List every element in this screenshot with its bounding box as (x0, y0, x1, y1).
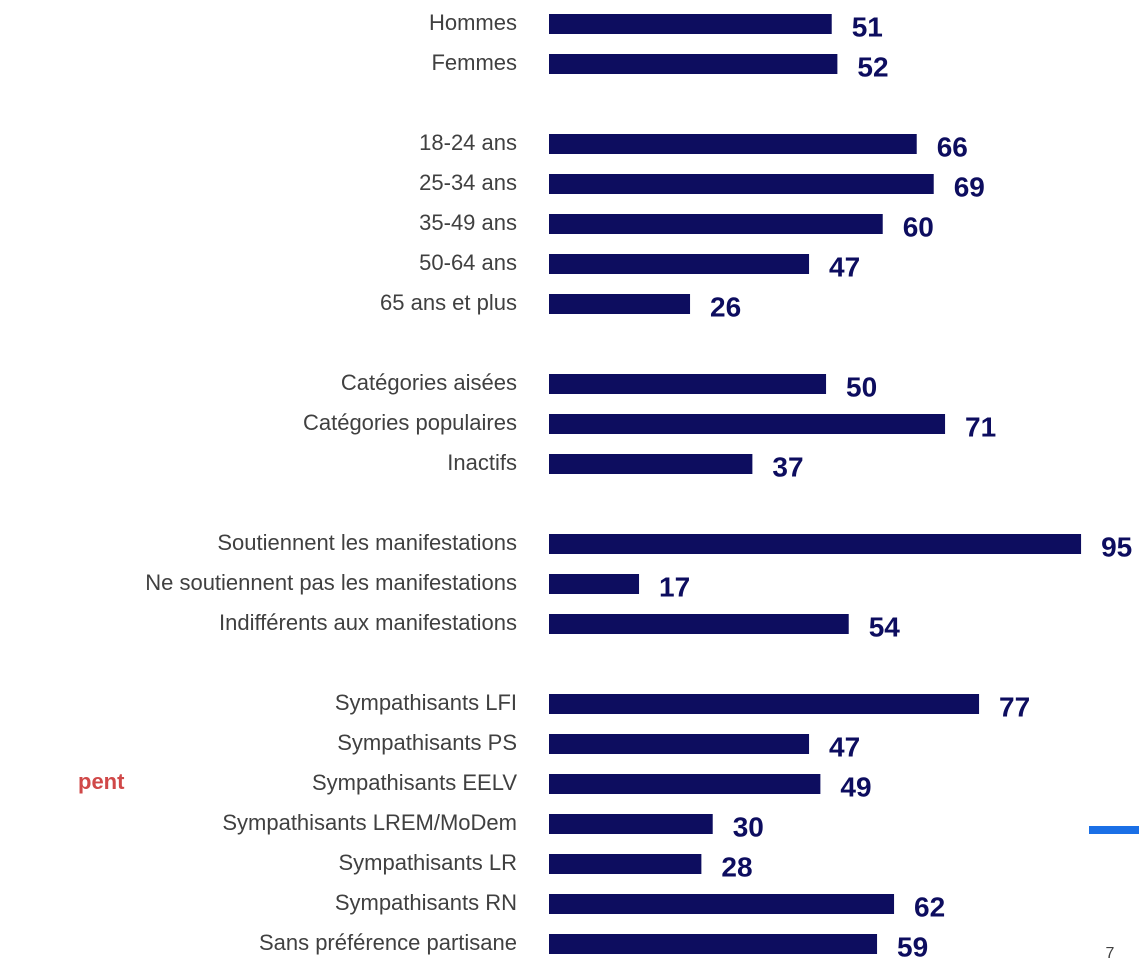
bar (549, 534, 1082, 554)
bar (549, 814, 713, 834)
value-label: 51 (852, 11, 883, 42)
bar (549, 894, 895, 914)
annotation: pent (78, 769, 125, 794)
category-label: Sympathisants LFI (335, 690, 517, 715)
decor-bar (1089, 826, 1139, 834)
category-label: 18-24 ans (419, 130, 517, 155)
value-label: 69 (954, 171, 985, 202)
bar (549, 254, 810, 274)
bar (549, 414, 946, 434)
value-label: 47 (829, 251, 860, 282)
value-label: 59 (897, 931, 928, 962)
value-label: 77 (999, 691, 1030, 722)
category-label: Soutiennent les manifestations (217, 530, 517, 555)
bar (549, 214, 883, 234)
category-label: Sympathisants LR (338, 850, 517, 875)
category-label: 25-34 ans (419, 170, 517, 195)
value-label: 71 (965, 411, 996, 442)
category-label: 65 ans et plus (380, 290, 517, 315)
category-label: 35-49 ans (419, 210, 517, 235)
bar (549, 774, 821, 794)
page-number: 7 (1106, 945, 1115, 962)
category-label: 50-64 ans (419, 250, 517, 275)
bar (549, 854, 702, 874)
category-label: Ne soutiennent pas les manifestations (145, 570, 517, 595)
value-label: 47 (829, 731, 860, 762)
value-label: 49 (840, 771, 871, 802)
value-label: 28 (721, 851, 752, 882)
category-label: Catégories aisées (341, 370, 517, 395)
bar (549, 294, 691, 314)
bar (549, 694, 980, 714)
value-label: 62 (914, 891, 945, 922)
value-label: 17 (659, 571, 690, 602)
category-label: Sympathisants EELV (312, 770, 517, 795)
bar (549, 934, 878, 954)
value-label: 60 (903, 211, 934, 242)
category-label: Catégories populaires (303, 410, 517, 435)
category-label: Hommes (429, 10, 517, 35)
bar (549, 454, 753, 474)
bar (549, 374, 827, 394)
value-label: 26 (710, 291, 741, 322)
category-label: Sympathisants LREM/MoDem (222, 810, 517, 835)
bar (549, 734, 810, 754)
category-label: Sympathisants PS (337, 730, 517, 755)
category-label: Indifférents aux manifestations (219, 610, 517, 635)
bar (549, 54, 838, 74)
value-label: 37 (772, 451, 803, 482)
value-label: 50 (846, 371, 877, 402)
value-label: 66 (937, 131, 968, 162)
bar (549, 574, 640, 594)
value-label: 54 (869, 611, 901, 642)
bar (549, 134, 917, 154)
category-label: Inactifs (447, 450, 517, 475)
category-label: Sans préférence partisane (259, 930, 517, 955)
bar (549, 614, 849, 634)
bar (549, 14, 832, 34)
value-label: 30 (733, 811, 764, 842)
category-label: Femmes (431, 50, 517, 75)
category-label: Sympathisants RN (335, 890, 517, 915)
value-label: 95 (1101, 531, 1132, 562)
bar (549, 174, 934, 194)
value-label: 52 (857, 51, 888, 82)
